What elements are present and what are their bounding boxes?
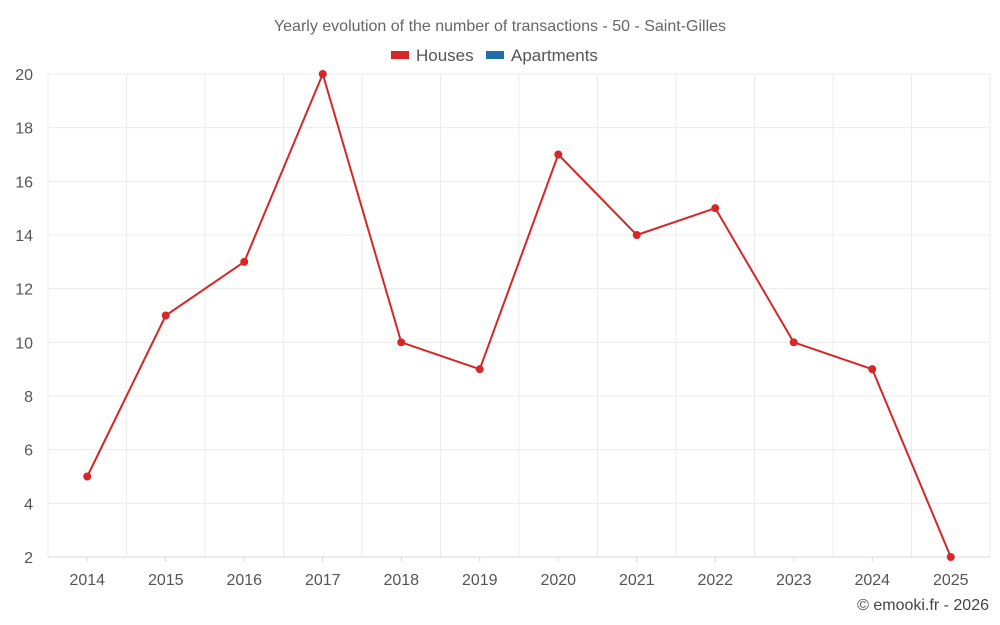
x-tick-label: 2017 [305, 572, 341, 589]
series-houses [83, 70, 955, 561]
x-tick-label: 2015 [148, 572, 184, 589]
data-point-houses[interactable] [789, 338, 798, 347]
chart-title: Yearly evolution of the number of transa… [274, 18, 726, 35]
y-tick-label: 20 [15, 67, 33, 84]
x-tick-label: 2018 [383, 572, 419, 589]
grid [47, 73, 991, 558]
x-tick-label: 2024 [854, 572, 890, 589]
y-tick-label: 14 [15, 228, 33, 245]
series-line-houses [86, 73, 952, 558]
x-tick-label: 2019 [462, 572, 498, 589]
data-point-houses[interactable] [946, 553, 955, 561]
data-point-houses[interactable] [554, 150, 563, 159]
y-tick-label: 18 [15, 121, 33, 138]
legend-label-houses: Houses [416, 46, 474, 65]
x-tick-label: 2021 [619, 572, 655, 589]
y-tick-label: 10 [15, 335, 33, 352]
x-tick-label: 2022 [697, 572, 733, 589]
data-point-houses[interactable] [711, 204, 720, 213]
legend-swatch-houses [391, 51, 409, 59]
y-tick-label: 16 [15, 174, 33, 191]
legend: Houses Apartments [391, 46, 598, 65]
y-axis-ticks: 2 4 6 8 10 12 14 16 18 20 [15, 67, 33, 567]
legend-label-apartments: Apartments [511, 46, 598, 65]
x-tick-label: 2023 [776, 572, 812, 589]
legend-item-houses[interactable]: Houses [391, 46, 474, 65]
data-point-houses[interactable] [240, 257, 249, 266]
x-tick-label: 2025 [933, 572, 969, 589]
data-point-houses[interactable] [397, 338, 406, 347]
data-point-houses[interactable] [632, 231, 641, 239]
y-tick-label: 4 [24, 496, 33, 513]
x-axis-ticks: 2014 2015 2016 2017 2018 2019 2020 2021 2022 2023… [69, 557, 969, 589]
data-point-houses[interactable] [475, 365, 484, 374]
y-tick-label: 12 [15, 282, 33, 299]
data-point-houses[interactable] [868, 365, 877, 374]
data-point-houses[interactable] [318, 70, 327, 78]
y-tick-label: 6 [24, 443, 33, 460]
x-tick-label: 2016 [226, 572, 262, 589]
legend-swatch-apartments [486, 51, 504, 59]
y-tick-label: 8 [24, 389, 33, 406]
credit-text: © emooki.fr - 2026 [857, 597, 989, 614]
legend-item-apartments[interactable]: Apartments [486, 46, 598, 65]
data-point-houses[interactable] [83, 472, 92, 481]
x-tick-label: 2014 [69, 572, 105, 589]
data-point-houses[interactable] [161, 311, 170, 320]
x-tick-label: 2020 [540, 572, 576, 589]
y-tick-label: 2 [24, 550, 33, 567]
